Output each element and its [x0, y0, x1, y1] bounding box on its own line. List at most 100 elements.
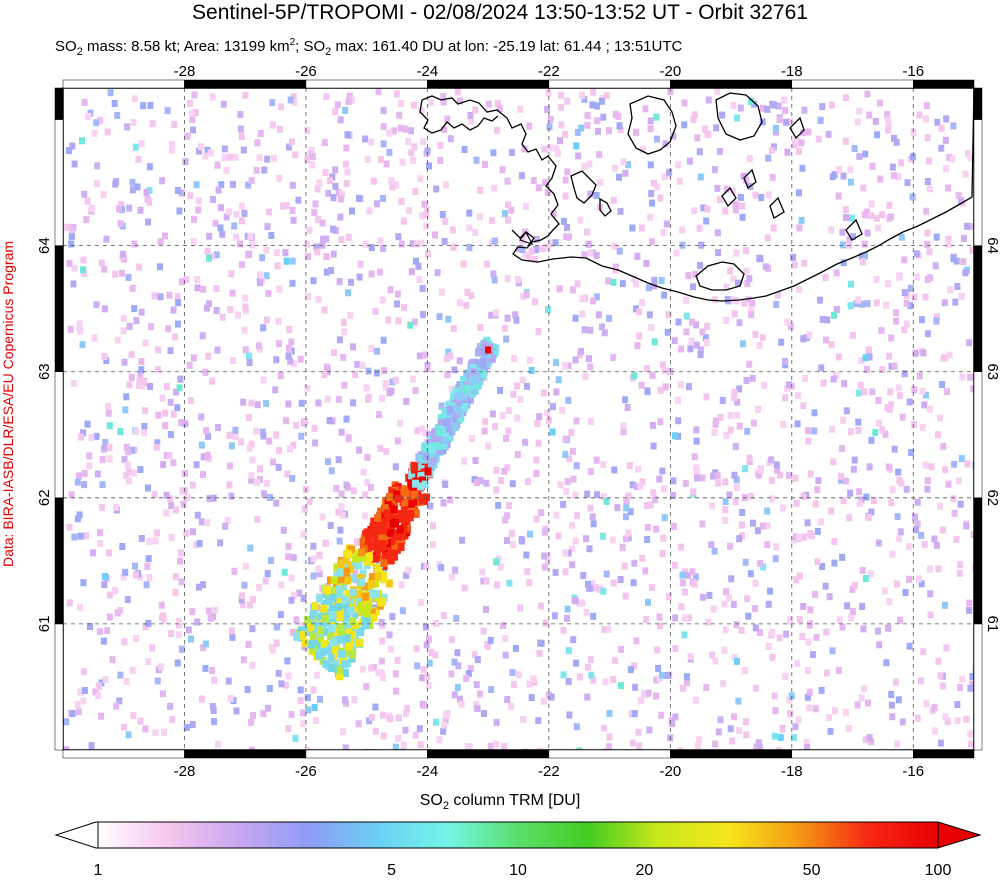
so2-pixel	[747, 570, 754, 578]
border-segment-right	[973, 371, 983, 499]
so2-pixel	[524, 382, 530, 390]
so2-pixel	[620, 422, 627, 430]
so2-pixel	[205, 607, 212, 615]
so2-pixel	[180, 500, 187, 508]
so2-pixel	[481, 427, 488, 435]
so2-pixel	[584, 121, 591, 129]
so2-plume-pixel	[354, 597, 362, 606]
so2-pixel	[319, 219, 326, 227]
so2-pixel	[275, 340, 282, 348]
so2-pixel	[967, 154, 974, 162]
so2-pixel	[234, 311, 241, 319]
so2-pixel	[419, 674, 426, 682]
so2-pixel	[705, 130, 712, 138]
lon-tick-label-bottom: -26	[295, 763, 317, 780]
so2-pixel	[187, 99, 193, 107]
so2-pixel	[638, 697, 645, 705]
so2-pixel	[442, 717, 449, 725]
so2-pixel	[893, 317, 900, 325]
so2-pixel	[426, 162, 432, 170]
so2-pixel	[854, 118, 861, 126]
so2-pixel	[572, 597, 579, 605]
so2-pixel	[919, 424, 926, 432]
so2-pixel	[398, 198, 405, 205]
so2-pixel	[176, 207, 183, 215]
so2-plume-pixel	[422, 444, 430, 453]
so2-pixel	[886, 352, 892, 360]
so2-pixel	[77, 604, 84, 612]
so2-pixel	[610, 675, 617, 683]
so2-pixel	[894, 513, 901, 521]
so2-pixel	[238, 438, 245, 446]
so2-pixel	[588, 671, 595, 679]
so2-pixel	[283, 202, 290, 209]
so2-pixel	[781, 96, 788, 104]
so2-pixel	[573, 142, 580, 150]
so2-pixel	[256, 583, 262, 591]
so2-pixel	[927, 611, 934, 619]
so2-pixel	[935, 431, 941, 439]
so2-pixel	[397, 124, 404, 132]
so2-pixel	[343, 180, 350, 188]
so2-pixel	[184, 132, 191, 140]
so2-pixel	[727, 267, 734, 275]
so2-pixel	[596, 151, 603, 159]
so2-pixel	[728, 575, 735, 583]
so2-pixel	[256, 271, 263, 279]
so2-pixel	[730, 187, 737, 195]
so2-pixel	[494, 581, 500, 589]
so2-pixel	[263, 479, 270, 487]
so2-pixel	[202, 368, 209, 376]
so2-pixel	[514, 276, 521, 284]
so2-pixel	[103, 235, 110, 243]
so2-pixel	[907, 302, 914, 310]
so2-pixel	[142, 339, 149, 347]
so2-pixel	[783, 118, 790, 126]
so2-plume-pixel	[491, 348, 499, 356]
so2-pixel	[876, 641, 883, 649]
so2-pixel	[773, 543, 779, 551]
so2-pixel	[218, 181, 225, 189]
so2-pixel	[205, 432, 212, 440]
stat-mass-prefix: SO	[55, 38, 77, 55]
so2-pixel	[504, 512, 511, 520]
so2-pixel	[703, 393, 710, 401]
so2-pixel	[855, 389, 862, 397]
border-segment-bottom	[670, 749, 793, 759]
so2-pixel	[886, 405, 893, 413]
so2-pixel	[273, 431, 280, 439]
colorbar	[54, 821, 982, 849]
so2-pixel	[675, 432, 682, 440]
so2-pixel	[931, 535, 938, 543]
so2-pixel	[399, 748, 406, 750]
so2-plume-pixel	[380, 559, 388, 567]
so2-pixel	[362, 512, 369, 520]
so2-pixel	[182, 420, 189, 428]
so2-pixel	[232, 153, 239, 161]
so2-pixel	[276, 447, 282, 455]
so2-pixel	[193, 181, 200, 189]
so2-pixel	[374, 347, 381, 355]
so2-pixel	[673, 249, 680, 257]
so2-pixel	[616, 247, 623, 255]
so2-pixel	[734, 398, 741, 406]
so2-pixel	[375, 669, 382, 677]
so2-pixel	[648, 238, 655, 246]
so2-pixel	[961, 234, 967, 242]
so2-pixel	[525, 254, 532, 262]
so2-pixel	[882, 430, 889, 438]
so2-pixel	[913, 526, 920, 534]
so2-pixel	[800, 402, 807, 410]
so2-pixel	[722, 498, 729, 506]
so2-pixel	[80, 697, 87, 705]
so2-pixel	[847, 166, 854, 174]
so2-pixel	[887, 213, 894, 221]
so2-pixel	[323, 363, 330, 371]
so2-pixel	[393, 687, 399, 695]
so2-pixel	[187, 192, 194, 200]
so2-pixel	[183, 529, 190, 537]
so2-pixel	[166, 291, 173, 299]
so2-pixel	[269, 458, 276, 466]
so2-pixel	[363, 683, 370, 691]
so2-pixel	[146, 163, 153, 171]
